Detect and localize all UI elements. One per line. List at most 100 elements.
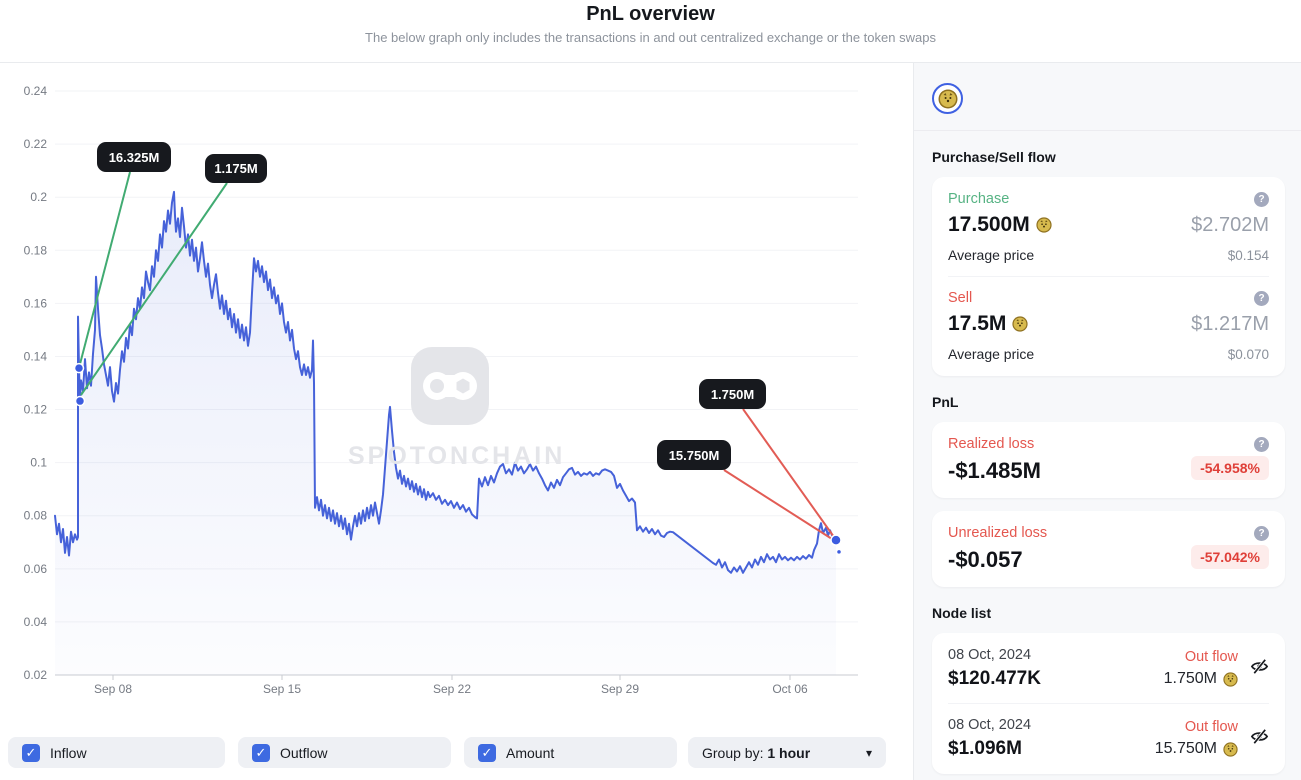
page-subtitle: The below graph only includes the transa… bbox=[365, 30, 936, 45]
avg-price-value: $0.154 bbox=[1227, 247, 1269, 263]
unrealized-loss-percent-badge: -57.042% bbox=[1191, 545, 1269, 569]
x-axis-tick-label: Oct 06 bbox=[772, 682, 808, 696]
unrealized-loss-card: Unrealized loss ? -$0.057 -57.042% bbox=[932, 511, 1285, 587]
doge-coin-icon bbox=[1223, 671, 1238, 687]
group-by-select[interactable]: Group by: 1 hour ▾ bbox=[688, 737, 886, 768]
help-icon[interactable]: ? bbox=[1254, 191, 1269, 207]
y-axis-tick-label: 0.18 bbox=[24, 243, 48, 257]
hide-node-button[interactable] bbox=[1250, 727, 1269, 751]
sell-usd: $1.217M bbox=[1191, 312, 1269, 335]
node-amount: 1.750M bbox=[1163, 670, 1217, 687]
y-axis-tick-label: 0.08 bbox=[24, 509, 48, 523]
page-header: PnL overview The below graph only includ… bbox=[0, 0, 1301, 63]
outflow-checkbox[interactable]: ✓ bbox=[252, 743, 270, 762]
help-icon[interactable]: ? bbox=[1254, 290, 1269, 306]
node-direction: Out flow bbox=[1184, 649, 1238, 665]
chart-controls: ✓ Inflow ✓ Outflow ✓ Amount Group by: 1 … bbox=[8, 737, 886, 768]
node-amount: 15.750M bbox=[1154, 740, 1217, 757]
help-icon[interactable]: ? bbox=[1254, 436, 1269, 452]
purchase-sell-card: Purchase ? 17.500M $2.702M Average price… bbox=[932, 177, 1285, 376]
annotation-line bbox=[742, 408, 835, 538]
hide-node-button[interactable] bbox=[1250, 657, 1269, 681]
filter-amount[interactable]: ✓ Amount bbox=[464, 737, 677, 768]
doge-coin-icon bbox=[1036, 217, 1052, 233]
y-axis-tick-label: 0.14 bbox=[24, 349, 48, 363]
check-icon: ✓ bbox=[481, 744, 493, 760]
group-by-label: Group by: bbox=[702, 744, 764, 761]
annotation-pill[interactable]: 15.750M bbox=[657, 440, 731, 470]
pnl-heading: PnL bbox=[932, 394, 959, 410]
check-icon: ✓ bbox=[255, 744, 267, 760]
amount-checkbox[interactable]: ✓ bbox=[478, 743, 496, 762]
data-point-marker[interactable] bbox=[73, 362, 85, 374]
doge-coin-icon bbox=[1223, 741, 1238, 757]
node-usd-value: $120.477K bbox=[948, 668, 1041, 689]
annotation-line bbox=[80, 182, 228, 396]
node-list-card: 08 Oct, 2024 $120.477K Out flow 1.750M bbox=[932, 633, 1285, 774]
avg-price-value: $0.070 bbox=[1227, 346, 1269, 362]
page-title: PnL overview bbox=[586, 3, 715, 25]
unrealized-loss-label: Unrealized loss bbox=[948, 525, 1048, 541]
chevron-down-icon: ▾ bbox=[865, 745, 872, 760]
annotation-pill[interactable]: 1.750M bbox=[699, 379, 766, 409]
y-axis-tick-label: 0.1 bbox=[30, 456, 47, 470]
help-icon[interactable]: ? bbox=[1254, 525, 1269, 541]
annotation-line bbox=[79, 171, 131, 365]
y-axis-tick-label: 0.04 bbox=[24, 615, 48, 629]
y-axis-tick-label: 0.22 bbox=[24, 137, 48, 151]
node-usd-value: $1.096M bbox=[948, 738, 1022, 759]
sidebar: Purchase/Sell flow Purchase ? 17.500M $2… bbox=[913, 63, 1301, 780]
node-date: 08 Oct, 2024 bbox=[948, 647, 1032, 663]
price-line bbox=[54, 190, 837, 574]
node-date: 08 Oct, 2024 bbox=[948, 717, 1032, 733]
annotation-pill[interactable]: 16.325M bbox=[97, 142, 171, 172]
x-axis-tick-label: Sep 22 bbox=[433, 682, 471, 696]
purchase-label: Purchase bbox=[948, 191, 1010, 207]
filter-label: Inflow bbox=[50, 744, 87, 761]
y-axis-tick-label: 0.02 bbox=[24, 668, 48, 682]
sell-label: Sell bbox=[948, 290, 973, 306]
filter-outflow[interactable]: ✓ Outflow bbox=[238, 737, 451, 768]
y-axis-tick-label: 0.12 bbox=[24, 403, 48, 417]
data-point-marker[interactable] bbox=[830, 534, 842, 546]
filter-label: Outflow bbox=[280, 744, 328, 761]
filter-inflow[interactable]: ✓ Inflow bbox=[8, 737, 225, 768]
annotation-line bbox=[723, 469, 833, 540]
unrealized-loss-value: -$0.057 bbox=[948, 547, 1023, 572]
eye-off-icon bbox=[1250, 658, 1269, 674]
x-axis-tick-label: Sep 15 bbox=[263, 682, 301, 696]
avg-price-label: Average price bbox=[948, 247, 1035, 263]
filter-label: Amount bbox=[506, 744, 555, 761]
node-list-row[interactable]: 08 Oct, 2024 $1.096M Out flow 15.750M bbox=[948, 717, 1269, 760]
realized-loss-label: Realized loss bbox=[948, 436, 1035, 452]
x-axis-tick-label: Sep 29 bbox=[601, 682, 639, 696]
token-avatar bbox=[932, 83, 963, 114]
data-point-marker[interactable] bbox=[74, 395, 86, 407]
chart-panel: 0.02 0.04 0.06 0.08 0.1 0.12 0.14 0.16 0.18 0.2 0.… bbox=[0, 63, 913, 780]
y-axis-tick-label: 0.2 bbox=[30, 190, 47, 204]
inflow-checkbox[interactable]: ✓ bbox=[22, 743, 40, 762]
purchase-sell-heading: Purchase/Sell flow bbox=[932, 149, 1056, 165]
realized-loss-value: -$1.485M bbox=[948, 458, 1041, 483]
realized-loss-percent-badge: -54.958% bbox=[1191, 456, 1269, 480]
price-area bbox=[55, 191, 836, 675]
node-list-row[interactable]: 08 Oct, 2024 $120.477K Out flow 1.750M bbox=[948, 647, 1269, 690]
x-axis-tick-label: Sep 08 bbox=[94, 682, 132, 696]
sell-amount: 17.5M bbox=[948, 312, 1007, 335]
realized-loss-card: Realized loss ? -$1.485M -54.958% bbox=[932, 422, 1285, 498]
divider bbox=[948, 703, 1269, 704]
data-point-marker[interactable] bbox=[835, 548, 843, 556]
purchase-amount: 17.500M bbox=[948, 213, 1030, 236]
node-direction: Out flow bbox=[1184, 719, 1238, 735]
annotation-pill[interactable]: 1.175M bbox=[205, 154, 267, 183]
y-axis-tick-label: 0.16 bbox=[24, 296, 48, 310]
divider bbox=[948, 276, 1269, 277]
doge-coin-icon bbox=[938, 89, 957, 108]
divider bbox=[914, 130, 1301, 131]
avg-price-label: Average price bbox=[948, 346, 1035, 362]
purchase-usd: $2.702M bbox=[1191, 213, 1269, 236]
y-axis-tick-label: 0.06 bbox=[24, 562, 48, 576]
group-by-value: 1 hour bbox=[767, 744, 811, 761]
y-axis-tick-label: 0.24 bbox=[24, 84, 48, 98]
